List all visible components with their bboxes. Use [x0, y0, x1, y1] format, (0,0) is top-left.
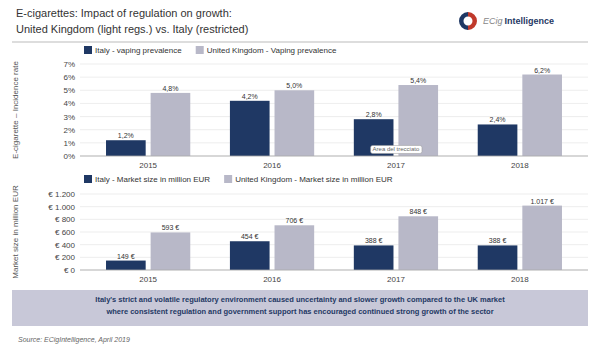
bar	[354, 245, 394, 270]
legend-label: United Kingdom - Vaping prevalence	[207, 46, 337, 55]
x-tick-label: 2018	[511, 161, 529, 170]
y-tick-label: 0%	[63, 152, 75, 161]
data-label: 5,0%	[286, 82, 302, 89]
grid-line	[80, 77, 588, 78]
title: E-cigarettes: Impact of regulation on gr…	[16, 7, 232, 19]
y-tick-label: 2%	[63, 126, 75, 135]
footer-text: Italy's strict and volatile regulatory e…	[95, 295, 505, 316]
x-tick-label: 2018	[511, 275, 529, 284]
legend-swatch	[196, 46, 204, 54]
bar	[106, 140, 146, 156]
y-tick-label: € 1.000	[48, 203, 75, 212]
data-label: 706 €	[286, 217, 304, 224]
bar	[275, 225, 315, 270]
footer-line: Italy's strict and volatile regulatory e…	[95, 295, 505, 304]
data-label: 4,8%	[162, 85, 178, 92]
chart: 0% 1% 2% 3% 4% 5% 6% 7% E-cigarette – Incidence …	[11, 46, 588, 170]
x-tick-label: 2017	[387, 161, 405, 170]
grid-line	[80, 194, 588, 195]
grid-line	[80, 232, 588, 233]
bar	[151, 232, 191, 270]
y-tick-label: € 200	[55, 253, 76, 262]
bar	[478, 124, 518, 156]
x-tick-label: 2017	[387, 275, 405, 284]
y-tick-label: 3%	[63, 113, 75, 122]
y-tick-label: € 400	[55, 241, 76, 250]
grid-line	[80, 156, 588, 157]
data-labels: 1,2% 4,2% 2,8% 2,4% 4,8% 5,0% 5,4% 6,2%	[118, 67, 550, 140]
data-label: 5,4%	[410, 77, 426, 84]
legend-swatch	[224, 175, 232, 183]
bars	[106, 75, 562, 156]
data-label: 454 €	[241, 233, 259, 240]
legend-label: Italy - vaping prevalence	[95, 46, 182, 55]
data-label: 149 €	[117, 253, 135, 260]
bar	[522, 75, 562, 156]
legend-swatch	[84, 175, 92, 183]
y-tick-label: 5%	[63, 86, 75, 95]
y-tick-label: € 1.200	[48, 190, 75, 199]
data-label: 388 €	[365, 237, 383, 244]
data-label: 2,8%	[366, 111, 382, 118]
grid-line	[80, 270, 588, 271]
separator	[12, 42, 588, 43]
y-tick-label: 7%	[63, 60, 75, 69]
logo-mark	[459, 12, 468, 30]
data-label: 1,2%	[118, 132, 134, 139]
legend-label: Italy - Market size in million EUR	[95, 175, 210, 184]
logo-text: Intelligence	[505, 16, 555, 26]
annotation: Area del trecciato	[371, 145, 422, 153]
y-tick-label: 4%	[63, 99, 75, 108]
logo-mark	[468, 12, 477, 30]
x-tick-label: 2015	[139, 161, 157, 170]
x-tick-label: 2016	[263, 275, 281, 284]
bar	[230, 101, 270, 156]
chart-root: E-cigarettes: Impact of regulation on gr…	[0, 0, 600, 349]
data-label: 6,2%	[534, 67, 550, 74]
bars	[106, 206, 562, 270]
grid-line	[80, 90, 588, 91]
y-axis-label: Market size in million EUR	[11, 185, 20, 279]
bar	[478, 245, 518, 270]
grid-line	[80, 219, 588, 220]
chart: € 0 € 200 € 400 € 600 € 800 € 1.000 € 1.200 Mar…	[11, 175, 588, 284]
grid-line	[80, 64, 588, 65]
source: Source: ECigIntelligence, April 2019	[18, 336, 130, 344]
grid-line	[80, 206, 588, 207]
bar	[275, 90, 315, 156]
subtitle: United Kingdom (light regs.) vs. Italy (…	[16, 23, 248, 35]
y-tick-label: € 0	[64, 266, 76, 275]
y-tick-label: 1%	[63, 139, 75, 148]
x-axis-line	[80, 270, 588, 271]
annotation-box	[371, 145, 422, 153]
footer-line: where consistent regulation and governme…	[105, 307, 493, 316]
legend-label: United Kingdom - Market size in million …	[235, 175, 393, 184]
y-tick-label: € 800	[55, 215, 76, 224]
legend-swatch	[84, 46, 92, 54]
data-labels: 149 € 454 € 388 € 388 € 593 € 706 € 848 € 1.017…	[117, 198, 554, 260]
x-tick-label: 2015	[139, 275, 157, 284]
data-label: 593 €	[162, 224, 180, 231]
background	[0, 0, 600, 349]
y-axis-label: E-cigarette – Incidence rate	[11, 61, 20, 159]
data-label: 2,4%	[490, 116, 506, 123]
logo-text: ECig	[483, 16, 503, 26]
bar	[522, 206, 562, 270]
bar	[151, 93, 191, 156]
annotation-text: Area del trecciato	[373, 146, 420, 152]
bar	[230, 241, 270, 270]
x-axis-line	[80, 156, 588, 157]
x-tick-label: 2016	[263, 161, 281, 170]
data-label: 4,2%	[242, 93, 258, 100]
y-tick-label: € 600	[55, 228, 76, 237]
y-tick-label: 6%	[63, 73, 75, 82]
bar	[398, 216, 438, 270]
data-label: 1.017 €	[530, 198, 553, 205]
bar	[106, 261, 146, 270]
footer-box	[12, 290, 588, 326]
data-label: 848 €	[409, 208, 427, 215]
data-label: 388 €	[489, 237, 507, 244]
